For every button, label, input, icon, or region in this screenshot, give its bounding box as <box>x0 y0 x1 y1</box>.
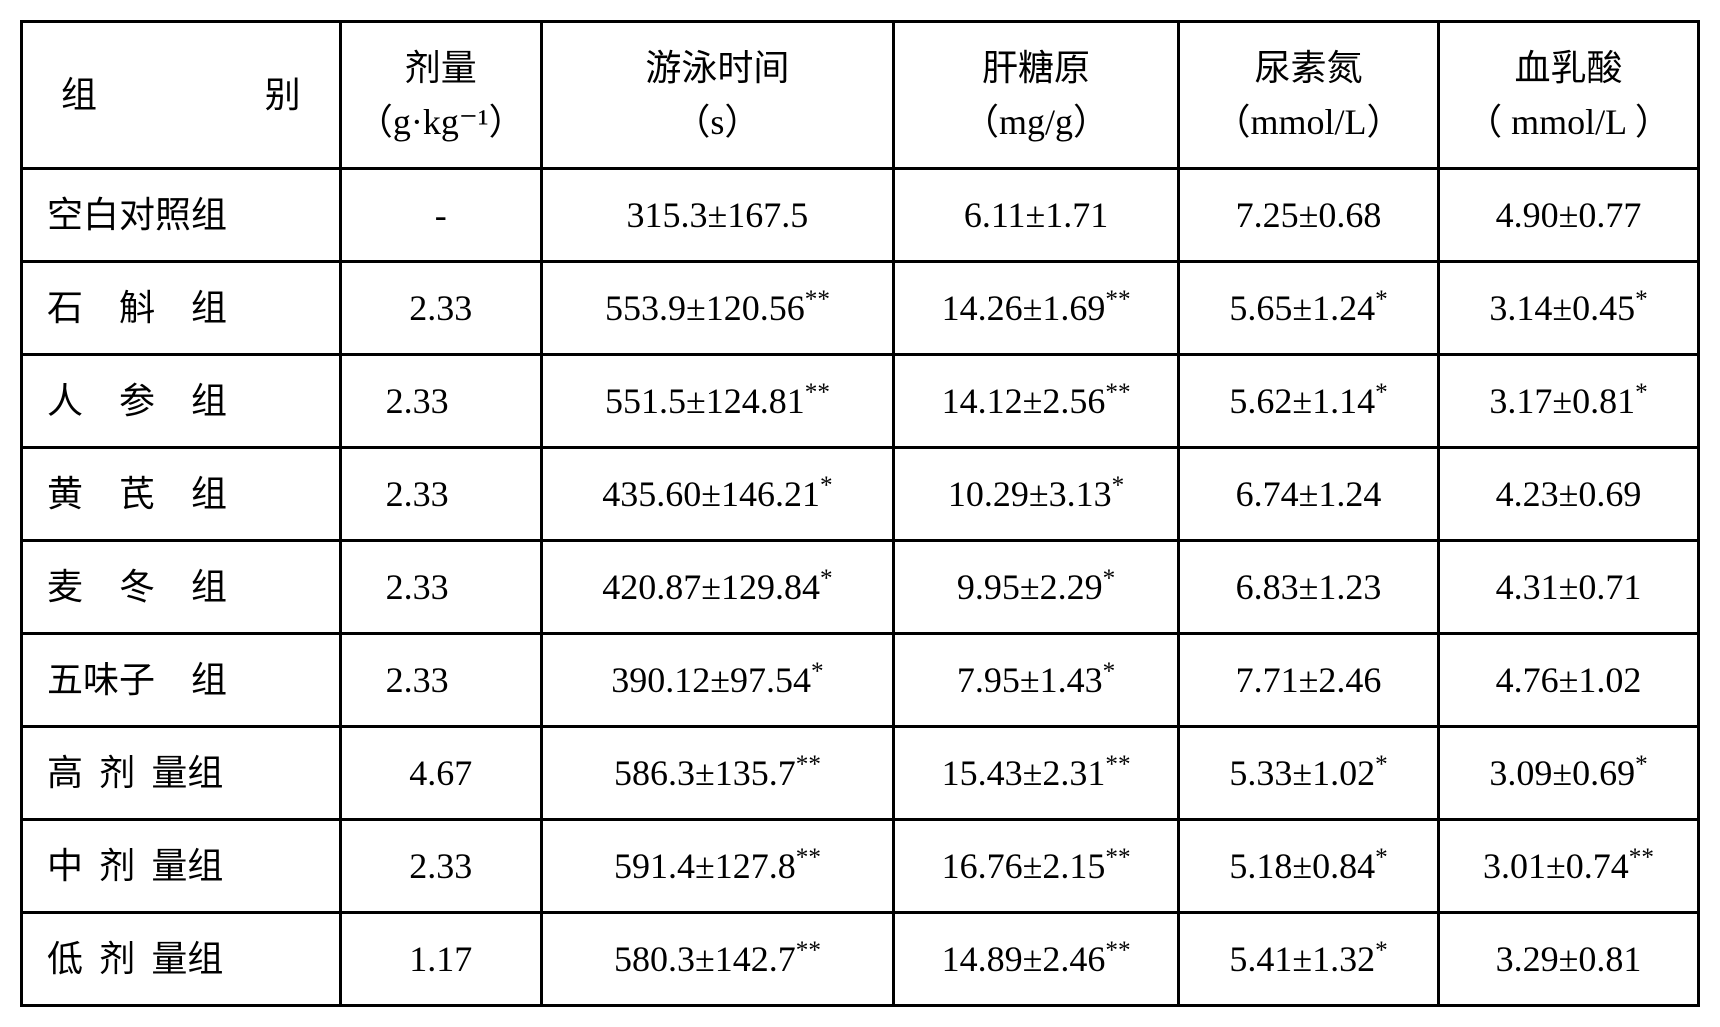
cell-lactate: 4.31±0.71 <box>1439 541 1699 634</box>
cell-glyco: 15.43±2.31** <box>894 727 1179 820</box>
significance-marker: * <box>1375 937 1388 964</box>
column-header-swim-time: 游泳时间 （s） <box>541 22 893 169</box>
cell-group: 石 斛 组 <box>22 262 341 355</box>
table-body: 空白对照组-315.3±167.56.11±1.717.25±0.684.90±… <box>22 169 1699 1006</box>
cell-urea: 5.62±1.14* <box>1179 355 1439 448</box>
cell-lactate: 3.29±0.81 <box>1439 913 1699 1006</box>
significance-marker: ** <box>805 379 830 406</box>
cell-group: 五味子 组 <box>22 634 341 727</box>
cell-lactate: 3.01±0.74** <box>1439 820 1699 913</box>
significance-marker: * <box>1375 379 1388 406</box>
cell-urea: 5.41±1.32* <box>1179 913 1439 1006</box>
significance-marker: ** <box>1105 844 1130 871</box>
cell-swim: 551.5±124.81** <box>541 355 893 448</box>
significance-marker: * <box>820 565 833 592</box>
cell-urea: 7.71±2.46 <box>1179 634 1439 727</box>
cell-swim: 586.3±135.7** <box>541 727 893 820</box>
cell-dose: - <box>340 169 541 262</box>
table-row: 石 斛 组2.33553.9±120.56**14.26±1.69**5.65±… <box>22 262 1699 355</box>
significance-marker: ** <box>1105 286 1130 313</box>
cell-glyco: 10.29±3.13* <box>894 448 1179 541</box>
cell-dose: 2.33 <box>340 448 541 541</box>
column-header-group: 组 别 <box>22 22 341 169</box>
table-header: 组 别 剂量 （g·kg⁻¹） 游泳时间 （s） 肝糖原 （mg/g） 尿素氮 … <box>22 22 1699 169</box>
significance-marker: ** <box>796 751 821 778</box>
cell-group: 低 剂 量组 <box>22 913 341 1006</box>
cell-urea: 6.74±1.24 <box>1179 448 1439 541</box>
cell-group: 中 剂 量组 <box>22 820 341 913</box>
data-table-container: 组 别 剂量 （g·kg⁻¹） 游泳时间 （s） 肝糖原 （mg/g） 尿素氮 … <box>20 20 1700 1007</box>
cell-swim: 390.12±97.54* <box>541 634 893 727</box>
table-row: 空白对照组-315.3±167.56.11±1.717.25±0.684.90±… <box>22 169 1699 262</box>
cell-swim: 553.9±120.56** <box>541 262 893 355</box>
cell-lactate: 3.14±0.45* <box>1439 262 1699 355</box>
table-row: 高 剂 量组4.67586.3±135.7**15.43±2.31**5.33±… <box>22 727 1699 820</box>
experiment-results-table: 组 别 剂量 （g·kg⁻¹） 游泳时间 （s） 肝糖原 （mg/g） 尿素氮 … <box>20 20 1700 1007</box>
significance-marker: * <box>1635 751 1648 778</box>
cell-urea: 5.18±0.84* <box>1179 820 1439 913</box>
cell-lactate: 4.23±0.69 <box>1439 448 1699 541</box>
cell-dose: 2.33 <box>340 262 541 355</box>
cell-dose: 2.33 <box>340 820 541 913</box>
cell-glyco: 14.12±2.56** <box>894 355 1179 448</box>
cell-urea: 7.25±0.68 <box>1179 169 1439 262</box>
cell-lactate: 4.76±1.02 <box>1439 634 1699 727</box>
significance-marker: ** <box>796 844 821 871</box>
significance-marker: ** <box>1105 379 1130 406</box>
table-row: 人 参 组2.33551.5±124.81**14.12±2.56**5.62±… <box>22 355 1699 448</box>
significance-marker: * <box>820 472 833 499</box>
cell-urea: 6.83±1.23 <box>1179 541 1439 634</box>
cell-lactate: 3.09±0.69* <box>1439 727 1699 820</box>
cell-dose: 2.33 <box>340 634 541 727</box>
significance-marker: ** <box>796 937 821 964</box>
cell-urea: 5.33±1.02* <box>1179 727 1439 820</box>
cell-glyco: 16.76±2.15** <box>894 820 1179 913</box>
cell-lactate: 4.90±0.77 <box>1439 169 1699 262</box>
cell-group: 人 参 组 <box>22 355 341 448</box>
column-header-urea: 尿素氮 （mmol/L） <box>1179 22 1439 169</box>
cell-glyco: 6.11±1.71 <box>894 169 1179 262</box>
significance-marker: * <box>1375 286 1388 313</box>
cell-dose: 2.33 <box>340 355 541 448</box>
significance-marker: * <box>1635 286 1648 313</box>
cell-swim: 435.60±146.21* <box>541 448 893 541</box>
cell-glyco: 14.26±1.69** <box>894 262 1179 355</box>
cell-dose: 2.33 <box>340 541 541 634</box>
significance-marker: ** <box>1105 937 1130 964</box>
cell-group: 空白对照组 <box>22 169 341 262</box>
cell-glyco: 7.95±1.43* <box>894 634 1179 727</box>
table-row: 低 剂 量组1.17580.3±142.7**14.89±2.46**5.41±… <box>22 913 1699 1006</box>
cell-glyco: 14.89±2.46** <box>894 913 1179 1006</box>
table-row: 五味子 组2.33390.12±97.54*7.95±1.43*7.71±2.4… <box>22 634 1699 727</box>
cell-urea: 5.65±1.24* <box>1179 262 1439 355</box>
cell-swim: 580.3±142.7** <box>541 913 893 1006</box>
significance-marker: * <box>1112 472 1125 499</box>
significance-marker: ** <box>1105 751 1130 778</box>
significance-marker: * <box>811 658 824 685</box>
significance-marker: * <box>1635 379 1648 406</box>
cell-lactate: 3.17±0.81* <box>1439 355 1699 448</box>
significance-marker: * <box>1375 844 1388 871</box>
cell-swim: 420.87±129.84* <box>541 541 893 634</box>
significance-marker: ** <box>1629 844 1654 871</box>
significance-marker: * <box>1375 751 1388 778</box>
cell-group: 黄 芪 组 <box>22 448 341 541</box>
significance-marker: * <box>1103 658 1116 685</box>
cell-group: 麦 冬 组 <box>22 541 341 634</box>
column-header-glycogen: 肝糖原 （mg/g） <box>894 22 1179 169</box>
column-header-lactate: 血乳酸 （ mmol/L ） <box>1439 22 1699 169</box>
cell-group: 高 剂 量组 <box>22 727 341 820</box>
cell-glyco: 9.95±2.29* <box>894 541 1179 634</box>
cell-swim: 591.4±127.8** <box>541 820 893 913</box>
cell-dose: 1.17 <box>340 913 541 1006</box>
table-row: 黄 芪 组2.33435.60±146.21*10.29±3.13*6.74±1… <box>22 448 1699 541</box>
cell-swim: 315.3±167.5 <box>541 169 893 262</box>
table-row: 麦 冬 组2.33420.87±129.84*9.95±2.29*6.83±1.… <box>22 541 1699 634</box>
cell-dose: 4.67 <box>340 727 541 820</box>
column-header-dose: 剂量 （g·kg⁻¹） <box>340 22 541 169</box>
significance-marker: * <box>1103 565 1116 592</box>
significance-marker: ** <box>805 286 830 313</box>
table-row: 中 剂 量组2.33591.4±127.8**16.76±2.15**5.18±… <box>22 820 1699 913</box>
